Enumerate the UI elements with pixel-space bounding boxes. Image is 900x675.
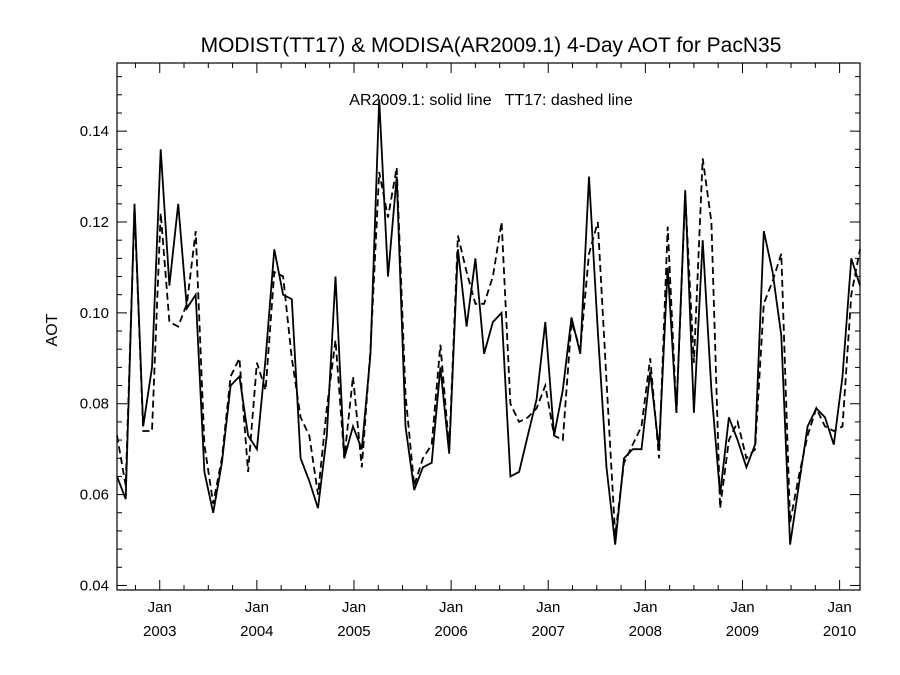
- x-tick-year-label: 2006: [434, 623, 467, 640]
- x-tick-year-label: 2007: [532, 623, 565, 640]
- x-tick-year-label: 2004: [240, 623, 273, 640]
- plot-frame: [116, 62, 861, 591]
- y-tick-label: 0.08: [80, 396, 109, 413]
- y-tick-label: 0.10: [80, 305, 109, 322]
- x-tick-month-label: Jan: [828, 599, 852, 616]
- line-style-legend: AR2009.1: solid line TT17: dashed line: [349, 92, 633, 109]
- series-line-dashed: [116, 158, 861, 536]
- y-axis-label: AOT: [44, 313, 61, 346]
- x-tick-month-label: Jan: [633, 599, 657, 616]
- x-tick-month-label: Jan: [439, 599, 463, 616]
- x-tick-month-label: Jan: [536, 599, 560, 616]
- series-line-solid: [116, 99, 861, 545]
- y-tick-label: 0.06: [80, 487, 109, 504]
- x-tick-year-label: 2010: [823, 623, 856, 640]
- x-tick-month-label: Jan: [730, 599, 754, 616]
- axis-ticks: 0.04 0.06 0.08 0.10 0.12 0.14 Jan 2003 Jan 2004 Ja…: [80, 63, 860, 640]
- chart-title: MODIST(TT17) & MODISA(AR2009.1) 4-Day AO…: [201, 34, 782, 57]
- x-tick-month-label: Jan: [342, 599, 366, 616]
- x-tick-year-label: 2008: [629, 623, 662, 640]
- y-tick-label: 0.04: [80, 577, 109, 594]
- x-tick-month-label: Jan: [245, 599, 269, 616]
- x-tick-year-label: 2005: [337, 623, 370, 640]
- series-group: [116, 99, 861, 545]
- x-tick-year-label: 2003: [143, 623, 176, 640]
- y-tick-label: 0.12: [80, 214, 109, 231]
- y-tick-label: 0.14: [80, 123, 109, 140]
- x-tick-year-label: 2009: [726, 623, 759, 640]
- x-tick-month-label: Jan: [148, 599, 172, 616]
